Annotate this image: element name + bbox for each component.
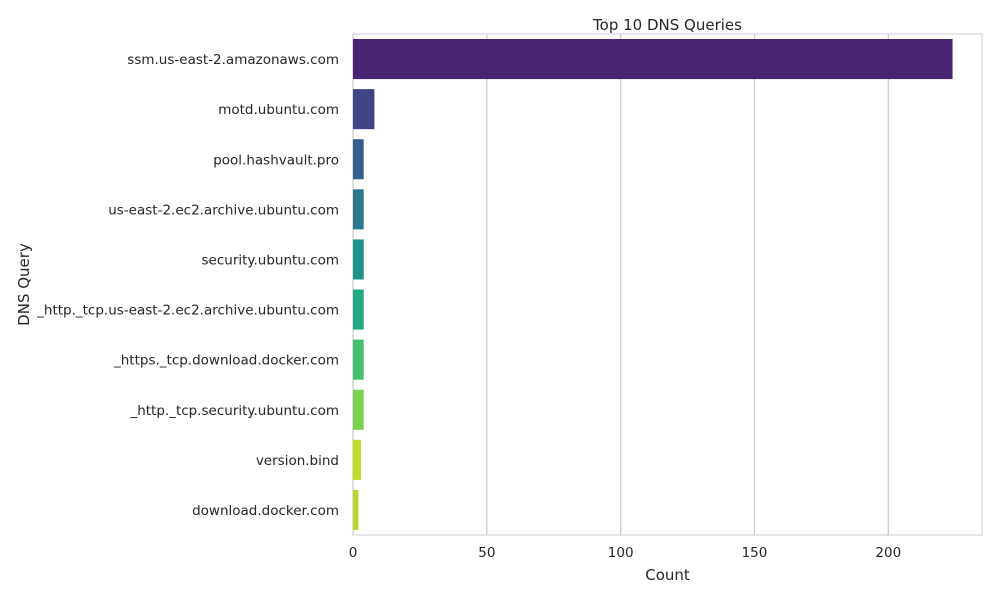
x-tick-label: 150 (742, 545, 768, 561)
y-tick-labels: ssm.us-east-2.amazonaws.com motd.ubuntu.c… (36, 52, 339, 519)
y-tick-label: _http._tcp.security.ubuntu.com (129, 403, 339, 419)
bars (353, 39, 953, 530)
x-axis-label: Count (645, 566, 690, 584)
bar (353, 89, 375, 130)
bar (353, 189, 364, 230)
x-tick-label: 50 (478, 545, 495, 561)
y-tick-label: pool.hashvault.pro (213, 152, 339, 168)
bar (353, 239, 364, 280)
bar (353, 389, 364, 430)
y-tick-label: us-east-2.ec2.archive.ubuntu.com (108, 202, 339, 218)
y-tick-label: motd.ubuntu.com (218, 102, 339, 118)
chart-title: Top 10 DNS Queries (592, 16, 742, 34)
x-tick-label: 100 (608, 545, 634, 561)
bar (353, 289, 364, 330)
bar (353, 489, 359, 530)
y-tick-label: ssm.us-east-2.amazonaws.com (127, 52, 339, 68)
x-tick-labels: 0 50 100 150 200 (349, 545, 902, 561)
y-tick-label: _https._tcp.download.docker.com (113, 353, 339, 369)
x-tick-label: 0 (349, 545, 358, 561)
bar (353, 139, 364, 180)
bar (353, 39, 953, 80)
y-tick-label: security.ubuntu.com (202, 252, 339, 268)
y-axis-label: DNS Query (15, 243, 33, 326)
y-tick-label: download.docker.com (192, 503, 339, 519)
x-tick-label: 200 (875, 545, 901, 561)
bar (353, 439, 362, 480)
y-tick-label: _http._tcp.us-east-2.ec2.archive.ubuntu.… (36, 303, 339, 319)
bar (353, 339, 364, 380)
y-tick-label: version.bind (256, 453, 339, 469)
plot-area (352, 33, 983, 536)
